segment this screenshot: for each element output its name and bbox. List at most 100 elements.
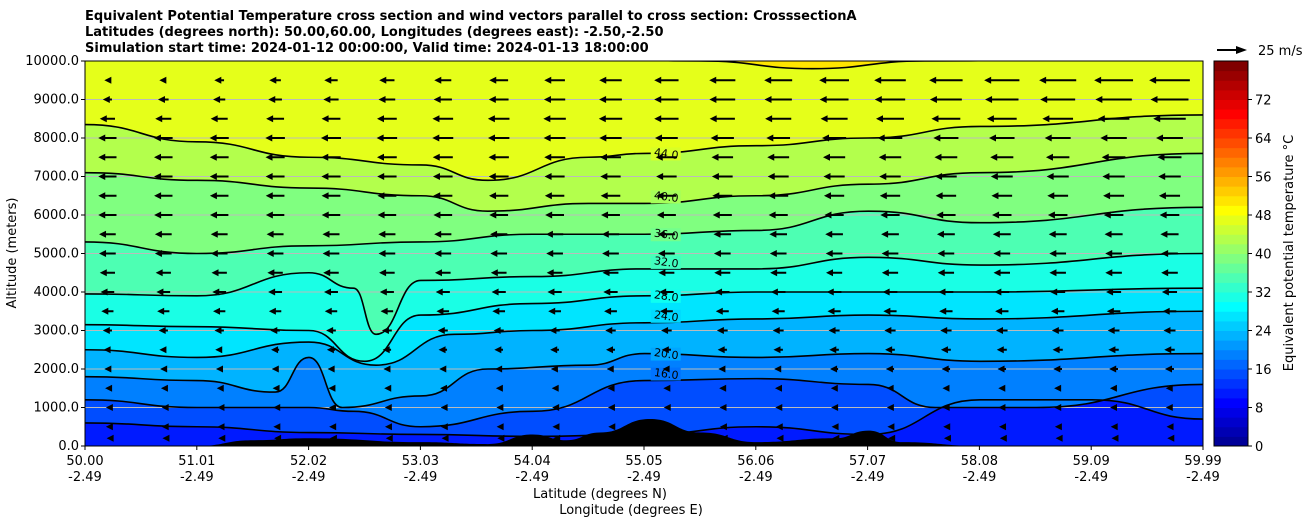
wind-arrow-head: [494, 346, 502, 354]
wind-arrow-head: [105, 404, 113, 411]
wind-arrow-head: [942, 384, 950, 392]
wind-arrow: [601, 211, 620, 219]
wind-arrow: [437, 327, 448, 334]
wind-arrow: [1163, 327, 1176, 334]
wind-arrow: [214, 327, 224, 334]
wind-arrow: [269, 76, 281, 84]
contour-label: 20.0: [653, 346, 679, 362]
wind-arrow: [764, 76, 793, 84]
wind-arrow: [825, 269, 843, 277]
wind-arrow-head: [661, 327, 669, 334]
wind-arrow-head: [543, 115, 551, 123]
wind-arrow: [99, 250, 116, 257]
wind-arrow-head: [434, 269, 442, 277]
wind-arrow: [608, 423, 616, 431]
wind-arrow-head: [98, 211, 106, 219]
wind-arrow: [885, 346, 895, 354]
wind-arrow: [1101, 153, 1126, 161]
wind-arrow-head: [874, 76, 882, 84]
wind-arrow: [545, 230, 564, 238]
wind-arrow-head: [321, 173, 329, 180]
colorbar-segment: [1214, 426, 1248, 437]
wind-arrow: [105, 423, 113, 431]
wind-arrow: [770, 269, 787, 277]
wind-arrow: [599, 153, 621, 161]
wind-arrow: [769, 230, 787, 238]
wind-arrow-head: [266, 230, 274, 238]
wind-arrow-head: [933, 134, 941, 142]
wind-arrow: [490, 269, 507, 277]
wind-arrow-head: [161, 423, 169, 431]
wind-arrow-head: [379, 76, 387, 84]
colorbar-segment: [1214, 138, 1248, 149]
wind-arrow-head: [381, 327, 389, 334]
colorbar-segment: [1214, 195, 1248, 206]
contour-label: 32.0: [653, 254, 679, 270]
wind-arrow-head: [709, 96, 717, 103]
wind-arrow-head: [489, 76, 497, 84]
wind-arrow: [492, 307, 506, 315]
wind-arrow: [821, 134, 847, 142]
wind-arrow-head: [998, 404, 1006, 411]
x-tick-label-lat: 59.99: [1184, 454, 1221, 469]
wind-arrow: [158, 327, 168, 334]
wind-arrow: [379, 76, 395, 84]
wind-arrow-head: [1111, 434, 1119, 442]
wind-arrow-head: [544, 76, 552, 84]
wind-arrow: [654, 115, 679, 123]
wind-arrow-head: [265, 211, 273, 219]
wind-arrow: [215, 365, 223, 373]
wind-arrow-head: [377, 192, 385, 200]
wind-arrow-head: [1150, 96, 1158, 103]
x-tick-label-lat: 59.09: [1073, 454, 1110, 469]
wind-arrow-head: [1094, 76, 1102, 84]
wind-arrow-head: [271, 346, 279, 354]
wind-arrow: [717, 346, 727, 354]
y-tick-label: 4000.0: [34, 285, 80, 300]
wind-arrow-head: [553, 434, 561, 442]
wind-arrow: [824, 211, 844, 219]
wind-arrow: [931, 115, 961, 123]
wind-arrow-head: [658, 269, 666, 277]
wind-arrow-head: [599, 153, 607, 161]
wind-arrow-head: [719, 404, 727, 411]
colorbar-segment: [1214, 253, 1248, 264]
wind-arrow: [545, 211, 565, 219]
wind-arrow-head: [770, 288, 778, 296]
wind-arrow: [1110, 404, 1118, 411]
wind-arrow: [711, 153, 734, 161]
wind-arrow: [266, 250, 284, 257]
wind-arrow: [323, 269, 339, 277]
x-tick-label-lon: -2.49: [851, 470, 885, 485]
wind-arrow-head: [654, 134, 662, 142]
wind-arrow-head: [100, 288, 108, 296]
wind-arrow: [775, 423, 783, 431]
wind-arrow: [433, 192, 453, 200]
wind-arrow: [266, 115, 285, 123]
x-tick-label-lon: -2.49: [627, 470, 661, 485]
wind-arrow: [550, 346, 559, 354]
wind-arrow-head: [770, 269, 778, 277]
wind-arrow: [767, 173, 789, 180]
wind-arrow-head: [937, 269, 945, 277]
wind-arrow-head: [157, 96, 165, 103]
wind-arrow: [436, 307, 450, 315]
wind-arrow: [487, 115, 510, 123]
wind-arrow: [1104, 230, 1123, 238]
wind-arrow: [326, 346, 336, 354]
wind-arrow-head: [1045, 153, 1053, 161]
wind-arrow: [1165, 384, 1173, 392]
colorbar-segment: [1214, 234, 1248, 245]
wind-arrow-head: [153, 134, 161, 142]
wind-arrow: [936, 230, 955, 238]
wind-arrow-head: [881, 230, 889, 238]
wind-arrow: [377, 153, 397, 161]
wind-arrow-head: [105, 423, 113, 431]
wind-arrow: [995, 307, 1009, 315]
contour-label-bg: [651, 48, 681, 61]
wind-arrow-head: [1167, 434, 1175, 442]
wind-arrow: [1153, 115, 1186, 123]
wind-arrow: [1102, 173, 1125, 180]
wind-arrow: [551, 384, 559, 392]
wind-arrow: [654, 76, 679, 84]
